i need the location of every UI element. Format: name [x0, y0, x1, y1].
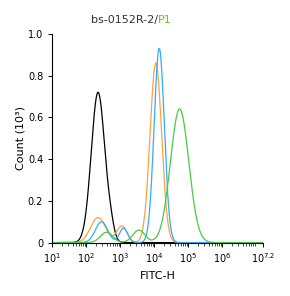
Text: P1: P1	[157, 15, 171, 25]
Text: bs-0152R-2/: bs-0152R-2/	[90, 15, 157, 25]
X-axis label: FITC-H: FITC-H	[139, 271, 175, 281]
Y-axis label: Count (10³): Count (10³)	[15, 106, 25, 170]
